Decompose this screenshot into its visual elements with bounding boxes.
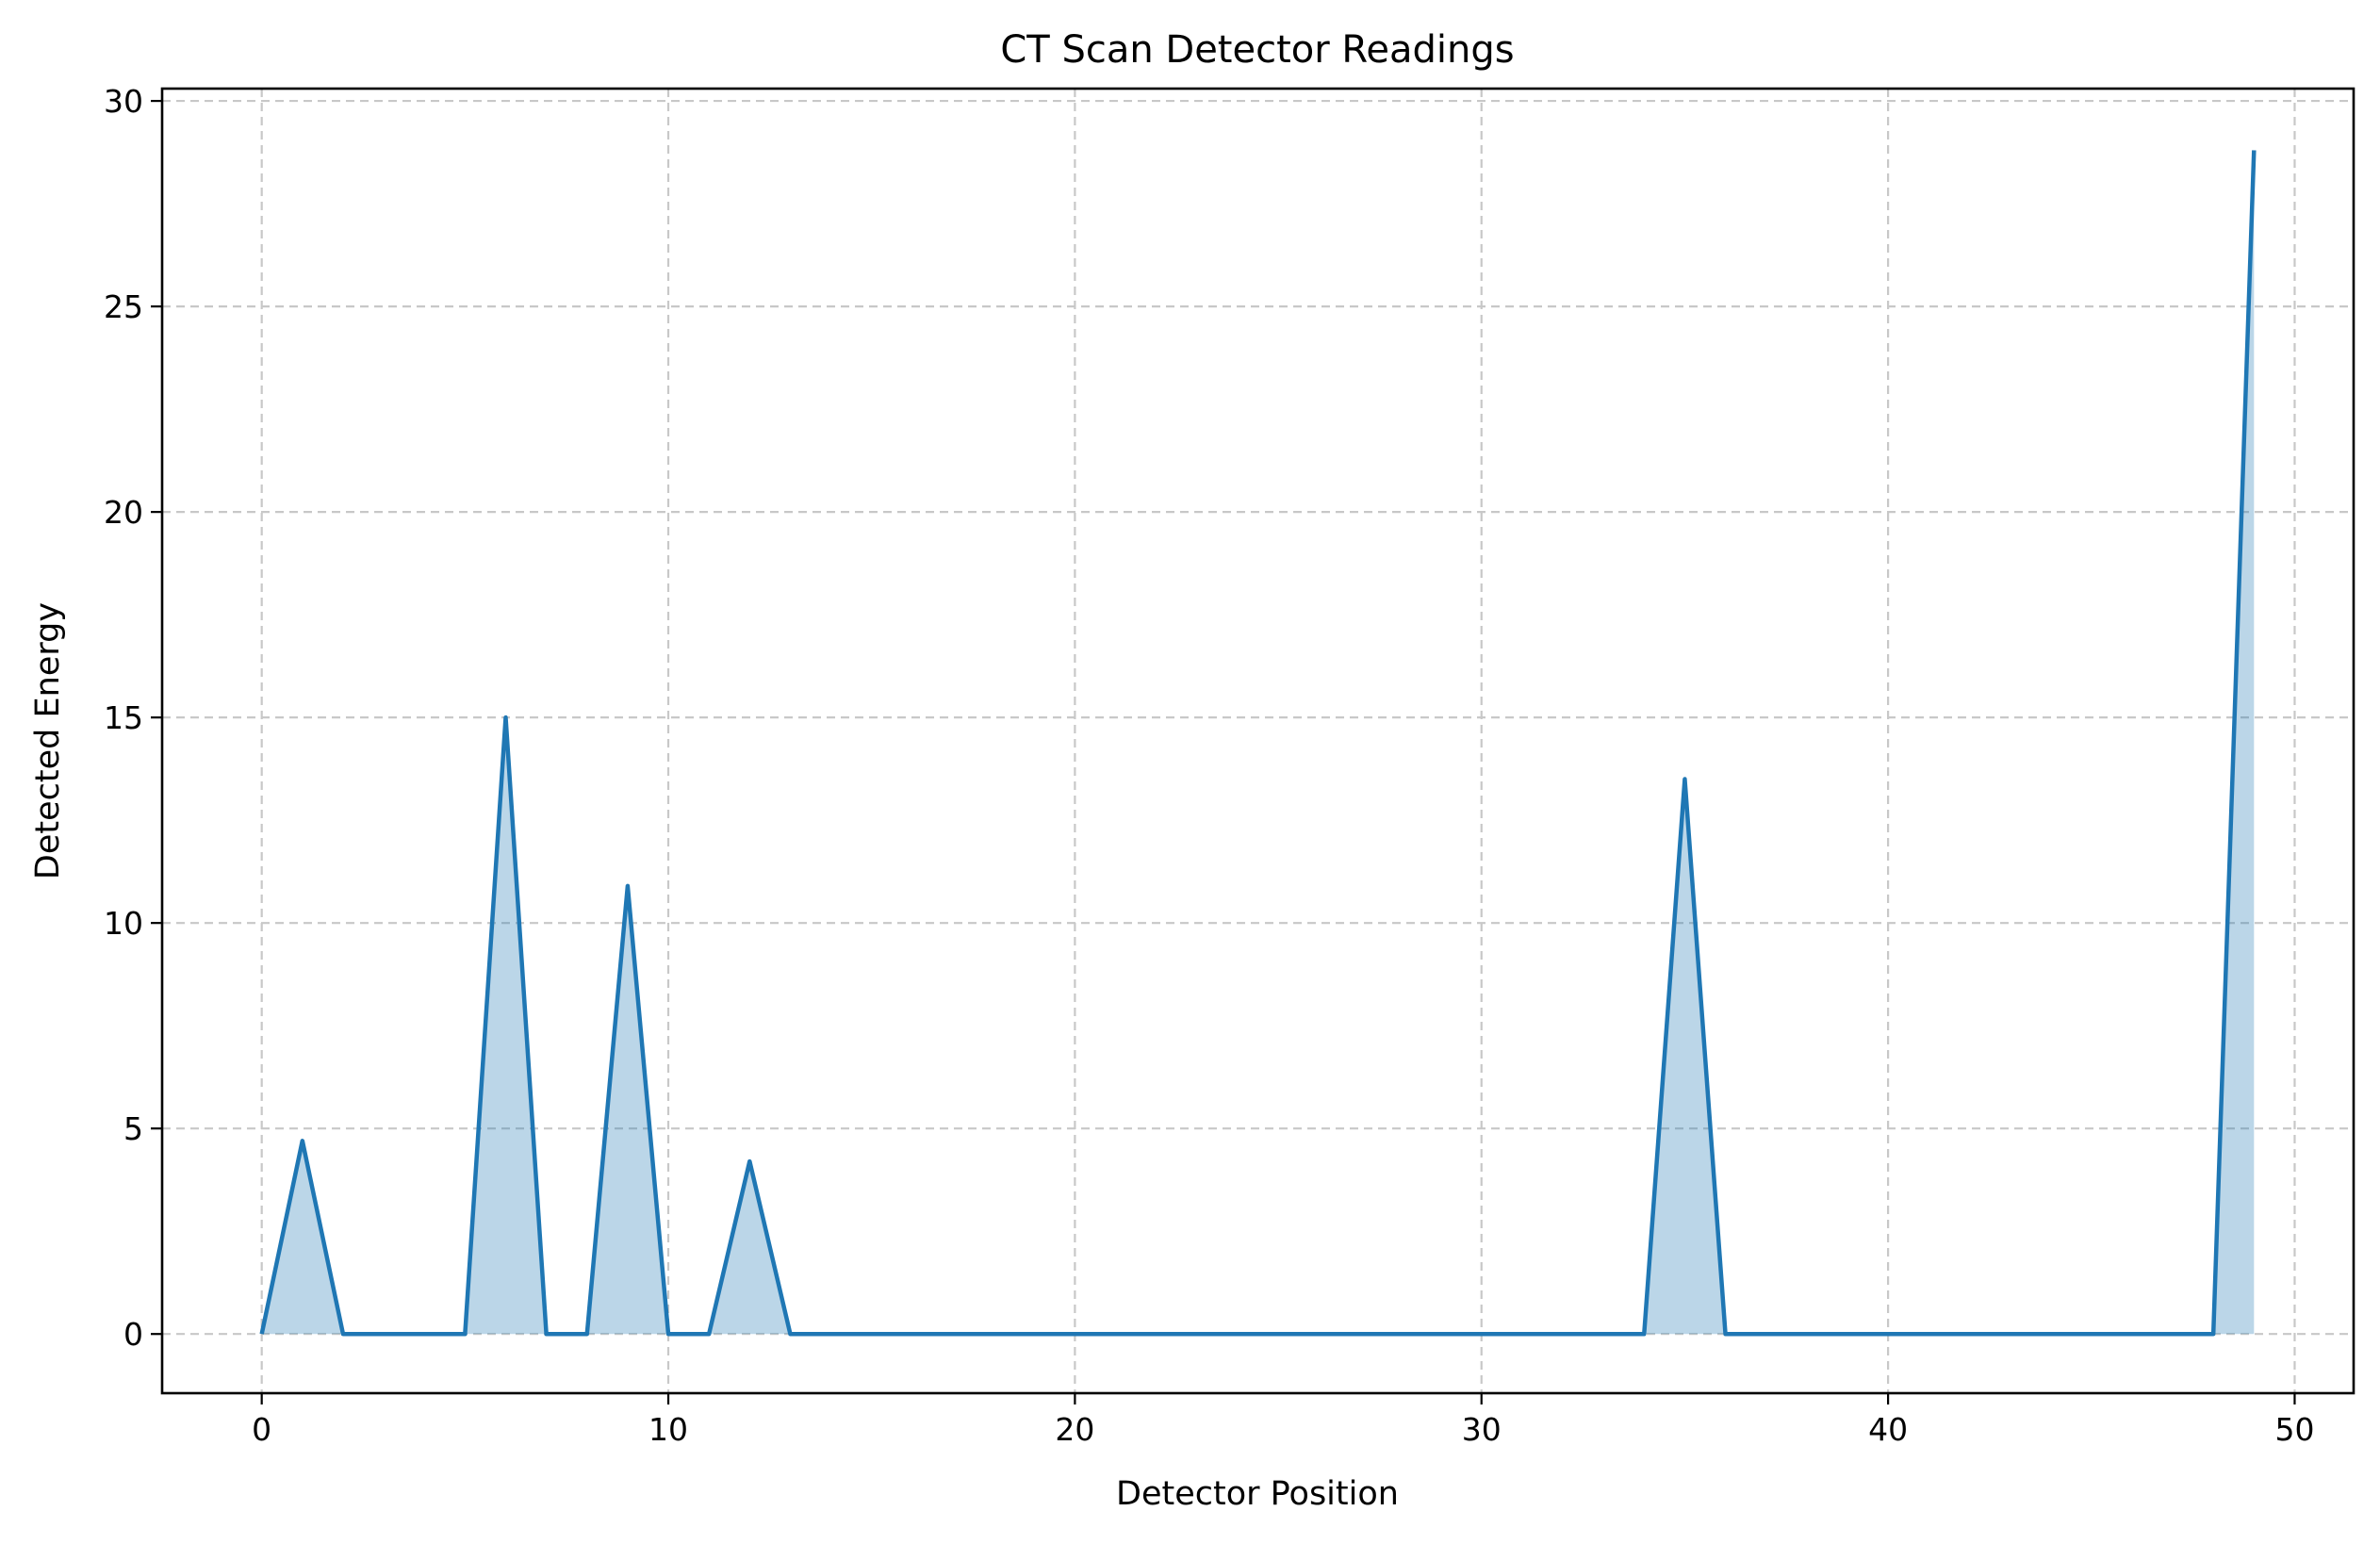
x-tick-label: 40 [1868, 1411, 1908, 1448]
x-axis-label: Detector Position [1116, 1475, 1399, 1513]
y-tick-label: 20 [104, 494, 143, 531]
x-axis-ticks: 0 10 20 30 40 50 [252, 1393, 2314, 1448]
series-line [259, 150, 2257, 1337]
y-axis-ticks: 0 5 10 15 20 25 30 [104, 83, 162, 1353]
y-tick-label: 10 [104, 905, 143, 942]
x-tick-label: 20 [1055, 1411, 1094, 1448]
area-fill [261, 150, 2255, 1335]
y-axis-label: Detected Energy [29, 602, 67, 879]
y-tick-label: 15 [104, 699, 143, 736]
y-tick-label: 0 [123, 1316, 143, 1353]
chart-title: CT Scan Detector Readings [1000, 28, 1514, 72]
y-tick-label: 25 [104, 288, 143, 325]
x-tick-label: 30 [1462, 1411, 1502, 1448]
x-tick-label: 50 [2274, 1411, 2314, 1448]
x-tick-label: 10 [648, 1411, 688, 1448]
axes-frame [160, 87, 2355, 1395]
y-tick-label: 30 [104, 83, 143, 120]
y-tick-label: 5 [123, 1110, 143, 1147]
x-tick-label: 0 [252, 1411, 271, 1448]
